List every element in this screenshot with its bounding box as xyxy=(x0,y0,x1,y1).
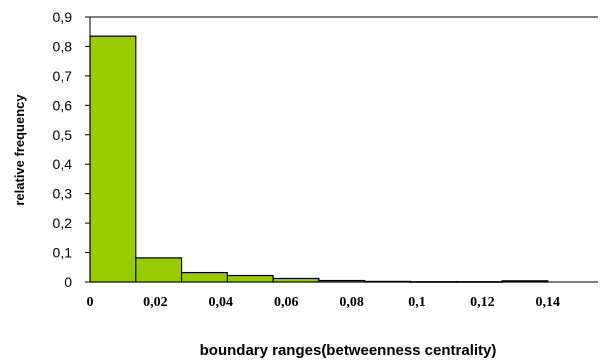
x-axis-label: boundary ranges(betweenness centrality) xyxy=(200,342,497,359)
y-tick-label: 0,6 xyxy=(53,97,73,113)
x-tick-label: 0,08 xyxy=(339,295,364,310)
bar-4 xyxy=(272,277,320,283)
y-tick-label: 0,2 xyxy=(53,215,73,231)
y-tick-label: 0,9 xyxy=(53,9,73,25)
y-tick-labels: 0 0,1 0,2 0,3 0,4 0,5 0,6 0,7 0,8 0,9 xyxy=(53,9,90,290)
y-tick-label: 0,4 xyxy=(53,156,73,172)
y-tick-label: 0 xyxy=(64,274,72,290)
bar-2 xyxy=(180,271,228,283)
x-tick-label: 0 xyxy=(87,295,94,310)
x-tick-label: 0,14 xyxy=(536,295,561,310)
x-tick-label: 0,12 xyxy=(470,295,495,310)
y-tick-label: 0,5 xyxy=(53,127,73,143)
y-tick-label: 0,8 xyxy=(53,38,73,54)
x-tick-labels: 0 0,02 0,04 0,06 0,08 0,1 0,12 0,14 xyxy=(87,295,561,310)
x-tick-label: 0,04 xyxy=(209,295,234,310)
x-tick-label: 0,1 xyxy=(408,295,426,310)
y-axis-label: relative frequency xyxy=(12,94,27,206)
x-tick-label: 0,06 xyxy=(274,295,299,310)
y-tick-label: 0,3 xyxy=(53,186,73,202)
bar-3 xyxy=(226,274,274,283)
y-tick-label: 0,1 xyxy=(53,245,73,261)
y-tick-label: 0,7 xyxy=(53,68,73,84)
bar-0 xyxy=(89,35,137,283)
bars xyxy=(89,35,549,283)
axes xyxy=(89,16,598,283)
bar-1 xyxy=(135,257,183,283)
x-tick-label: 0,02 xyxy=(143,295,168,310)
